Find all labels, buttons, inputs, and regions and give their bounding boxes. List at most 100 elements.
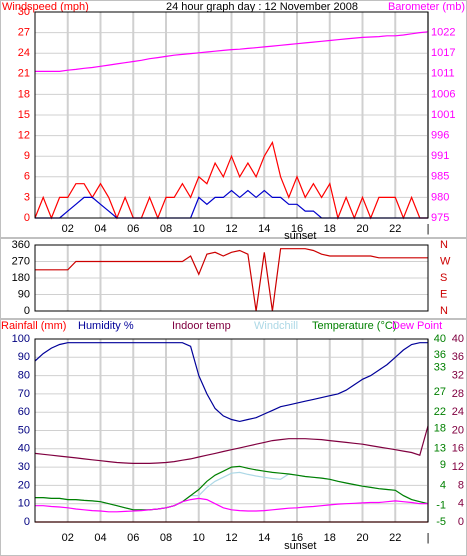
y2-tick-label: 980 (431, 191, 449, 203)
x-tick-label: | (427, 223, 430, 235)
series-line (34, 140, 428, 220)
y2-tick-label: 40 (452, 333, 464, 345)
plot-frame (34, 11, 429, 219)
x-tick-label: 08 (160, 223, 172, 235)
legend-label: Dew Point (392, 320, 442, 332)
x-tick-label: 20 (356, 223, 368, 235)
y2-tick-label: 1001 (431, 109, 455, 121)
series-line (35, 248, 428, 312)
x-tick-label: 06 (127, 532, 139, 544)
y2-tick-label: 996 (431, 130, 449, 142)
series-line (34, 342, 428, 423)
legend-label: Temperature (°C) (312, 320, 396, 332)
x-tick-label: 14 (258, 532, 270, 544)
y3-tick-label: 22 (434, 406, 446, 418)
annotation: sunset (284, 230, 316, 242)
y2-tick-label: 1017 (431, 47, 455, 59)
y2-tick-label: 991 (431, 150, 449, 162)
y3-tick-label: -5 (436, 516, 446, 528)
legend-label: Indoor temp (172, 320, 231, 332)
x-tick-label: 18 (324, 223, 336, 235)
y2-tick-label: 975 (431, 212, 449, 224)
y-tick-label: 360 (12, 239, 30, 251)
y2-tick-label: E (440, 288, 447, 300)
legend-label: Windspeed (mph) (2, 1, 89, 13)
x-tick-label: 14 (258, 223, 270, 235)
y-tick-label: 80 (18, 370, 30, 382)
y-tick-label: 0 (24, 305, 30, 317)
x-tick-label: 18 (324, 532, 336, 544)
y3-tick-label: 40 (434, 333, 446, 345)
y-tick-label: 100 (12, 333, 30, 345)
y-tick-label: 27 (18, 27, 30, 39)
y-tick-label: 30 (18, 6, 30, 18)
y2-tick-label: 1006 (431, 88, 455, 100)
y-tick-label: 15 (18, 109, 30, 121)
y2-tick-label: 24 (452, 406, 464, 418)
y-tick-label: 40 (18, 443, 30, 455)
x-tick-label: 22 (389, 532, 401, 544)
x-tick-label: 04 (94, 223, 106, 235)
y-tick-label: 270 (12, 255, 30, 267)
y2-tick-label: 28 (452, 388, 464, 400)
y3-tick-label: 13 (434, 443, 446, 455)
y-tick-label: 6 (24, 171, 30, 183)
y2-tick-label: S (440, 272, 447, 284)
y2-tick-label: 1022 (431, 27, 455, 39)
y2-tick-label: 12 (452, 461, 464, 473)
y-tick-label: 0 (24, 212, 30, 224)
y-tick-label: 0 (24, 516, 30, 528)
y2-tick-label: 8 (458, 479, 464, 491)
y2-tick-label: W (440, 255, 451, 267)
y-tick-label: 50 (18, 424, 30, 436)
x-tick-label: | (427, 532, 430, 544)
y2-tick-label: 4 (458, 498, 464, 510)
x-tick-label: 10 (193, 532, 205, 544)
y-tick-label: 90 (18, 288, 30, 300)
y-tick-label: 30 (18, 461, 30, 473)
x-tick-label: 02 (62, 532, 74, 544)
chart-title: 24 hour graph day : 12 November 2008 (166, 1, 358, 13)
x-tick-label: 02 (62, 223, 74, 235)
y-tick-label: 180 (12, 272, 30, 284)
y2-tick-label: N (440, 305, 448, 317)
x-tick-label: 16 (291, 532, 303, 544)
y-tick-label: 12 (18, 130, 30, 142)
series-line (34, 425, 429, 464)
y-tick-label: 3 (24, 191, 30, 203)
y2-tick-label: 20 (452, 424, 464, 436)
y2-tick-label: 985 (431, 171, 449, 183)
y2-tick-label: 0 (458, 516, 464, 528)
x-tick-label: 12 (225, 532, 237, 544)
legend-label: Windchill (254, 320, 298, 332)
plot-frame (34, 244, 429, 312)
y2-tick-label: 36 (452, 351, 464, 363)
y3-tick-label: 9 (440, 459, 446, 471)
x-tick-label: 08 (160, 532, 172, 544)
y2-tick-label: 32 (452, 370, 464, 382)
y2-tick-label: N (440, 239, 448, 251)
y3-tick-label: 4 (440, 479, 446, 491)
y3-tick-label: 36 (434, 349, 446, 361)
series-line (35, 497, 428, 513)
y-tick-label: 18 (18, 88, 30, 100)
annotation: sunset (284, 540, 316, 552)
y2-tick-label: 1011 (431, 68, 455, 80)
x-tick-label: 22 (389, 223, 401, 235)
legend-label: Barometer (mb) (388, 1, 465, 13)
series-line (35, 31, 429, 73)
legend-label: Rainfall (mm) (1, 320, 66, 332)
legend-label: Humidity % (78, 320, 134, 332)
y-tick-label: 90 (18, 351, 30, 363)
x-tick-label: 06 (127, 223, 139, 235)
x-tick-label: 20 (356, 532, 368, 544)
y3-tick-label: 18 (434, 422, 446, 434)
y3-tick-label: 27 (434, 386, 446, 398)
plot-frame (34, 338, 429, 523)
y2-tick-label: 16 (452, 443, 464, 455)
x-tick-label: 16 (291, 223, 303, 235)
y-tick-label: 24 (18, 47, 30, 59)
y-tick-label: 21 (18, 68, 30, 80)
series-line (35, 465, 429, 511)
